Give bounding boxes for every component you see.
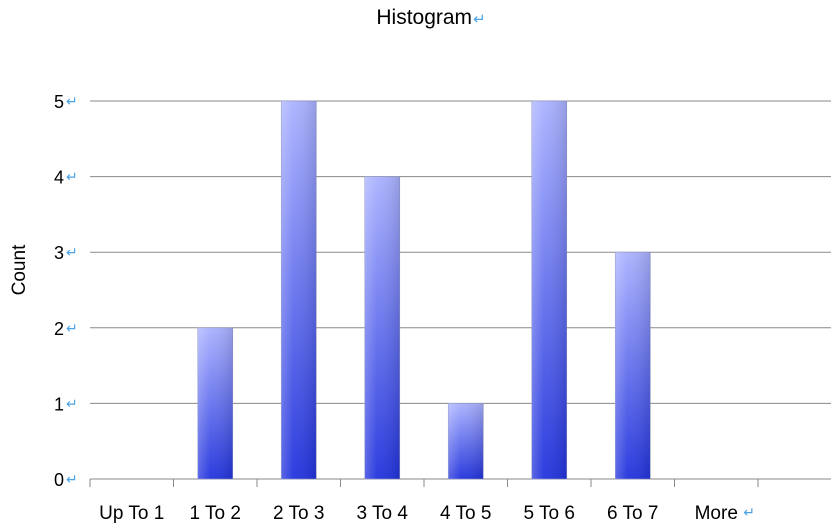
bar-sheen <box>364 176 400 479</box>
x-tick-label: 5 To 6 <box>524 503 575 523</box>
return-mark-icon: ↵ <box>66 170 78 186</box>
return-mark-icon: ↵ <box>66 472 78 488</box>
x-tick-label: Up To 1 <box>99 503 164 523</box>
x-tick-label: 6 To 7 <box>607 503 658 523</box>
x-tick-label: 4 To 5 <box>440 503 491 523</box>
return-mark-icon: ↵ <box>66 94 78 110</box>
x-tick-label: 2 To 3 <box>273 503 324 523</box>
return-mark-icon: ↵ <box>66 321 78 337</box>
return-mark-icon: ↵ <box>473 11 486 28</box>
y-tick-label: 3 <box>54 243 64 263</box>
return-mark-icon: ↵ <box>66 396 78 412</box>
y-tick-label: 2 <box>54 319 64 339</box>
bar-sheen <box>197 327 233 479</box>
bar-sheen <box>281 101 317 479</box>
x-tick-label: 1 To 2 <box>190 503 241 523</box>
y-tick-label: 1 <box>54 394 64 414</box>
y-tick-label: 0 <box>54 470 64 490</box>
return-mark-icon: ↵ <box>66 245 78 261</box>
bar-sheen <box>448 403 484 479</box>
x-tick-label: 3 To 4 <box>357 503 409 523</box>
return-mark-icon: ↵ <box>743 505 755 521</box>
bars <box>197 100 651 480</box>
y-tick-label: 5 <box>54 92 64 112</box>
x-tick-label: More <box>695 503 738 523</box>
y-tick-label: 4 <box>54 168 64 188</box>
bar-sheen <box>615 252 651 479</box>
bar-sheen <box>531 101 567 479</box>
chart-title: Histogram↵ <box>376 6 486 29</box>
